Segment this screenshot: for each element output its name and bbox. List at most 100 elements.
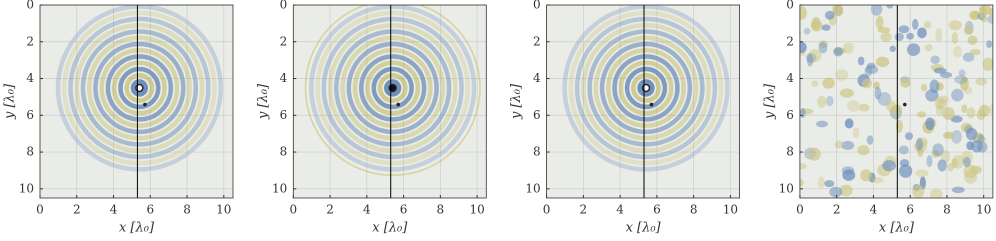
speckle bbox=[870, 5, 883, 16]
x-tick-label: 2 bbox=[580, 203, 588, 217]
speckle bbox=[799, 108, 806, 119]
speckle bbox=[857, 144, 870, 156]
y-tick-label: 0 bbox=[280, 0, 288, 12]
speckle bbox=[818, 42, 828, 54]
speckle bbox=[835, 69, 849, 81]
ring bbox=[599, 41, 693, 135]
x-axis-label: x [λ₀] bbox=[879, 221, 915, 236]
speckle bbox=[937, 159, 947, 172]
ring bbox=[99, 48, 180, 128]
ring bbox=[384, 79, 402, 97]
ring bbox=[371, 66, 414, 110]
x-tick-label: 8 bbox=[943, 203, 951, 217]
speckle bbox=[960, 76, 969, 91]
speckle bbox=[988, 104, 993, 115]
ring bbox=[631, 73, 661, 103]
speckle bbox=[987, 15, 993, 24]
speckle bbox=[816, 95, 827, 108]
speckle bbox=[846, 100, 860, 112]
scatterer bbox=[903, 102, 907, 107]
axes-frame bbox=[292, 4, 487, 199]
y-axis-label: y [λ₀] bbox=[509, 83, 524, 120]
speckle bbox=[839, 184, 853, 197]
ring bbox=[377, 73, 408, 103]
speckle bbox=[982, 57, 993, 72]
speckle bbox=[924, 44, 933, 52]
speckle bbox=[889, 45, 896, 52]
ring bbox=[315, 10, 471, 166]
x-axis-label: x [λ₀] bbox=[372, 221, 408, 236]
x-tick-label: 0 bbox=[289, 203, 297, 217]
speckle bbox=[915, 169, 929, 178]
speckle bbox=[857, 56, 865, 66]
x-tick-label: 4 bbox=[363, 203, 371, 217]
x-tick-label: 0 bbox=[543, 203, 551, 217]
ring bbox=[624, 66, 668, 110]
speckle bbox=[931, 149, 940, 158]
ring bbox=[68, 16, 211, 160]
speckle bbox=[940, 71, 953, 79]
x-tick-label: 4 bbox=[616, 203, 624, 217]
speckle bbox=[951, 158, 958, 169]
speckle bbox=[906, 32, 914, 40]
x-tick-label: 2 bbox=[326, 203, 334, 217]
speckle bbox=[923, 20, 932, 29]
speckle bbox=[822, 77, 835, 89]
speckle bbox=[951, 186, 965, 194]
speckle bbox=[877, 26, 891, 34]
x-tick-label: 6 bbox=[653, 203, 661, 217]
scatterer bbox=[396, 102, 401, 107]
y-tick-label: 2 bbox=[533, 34, 541, 48]
speckle bbox=[932, 143, 944, 157]
speckle bbox=[873, 81, 880, 90]
ring bbox=[637, 79, 655, 97]
y-tick-label: 10 bbox=[779, 181, 794, 195]
halo bbox=[304, 5, 481, 177]
y-tick-label: 10 bbox=[19, 181, 34, 195]
y-tick-label: 6 bbox=[280, 108, 288, 122]
speckle bbox=[951, 32, 959, 44]
y-tick-label: 8 bbox=[26, 145, 34, 159]
y-axis-label: y [λ₀] bbox=[762, 83, 777, 120]
scatterer bbox=[649, 102, 654, 107]
y-tick-label: 10 bbox=[525, 181, 540, 195]
y-tick-label: 4 bbox=[280, 71, 288, 85]
x-tick-label: 4 bbox=[870, 203, 878, 217]
speckle bbox=[950, 115, 963, 123]
speckle bbox=[807, 49, 822, 63]
field-image bbox=[293, 5, 487, 198]
x-tick-label: 0 bbox=[36, 203, 44, 217]
speckle bbox=[824, 10, 835, 20]
ring bbox=[111, 60, 167, 116]
y-tick-label: 8 bbox=[533, 145, 541, 159]
x-tick-label: 2 bbox=[833, 203, 841, 217]
ring bbox=[352, 48, 433, 128]
speckle bbox=[975, 77, 988, 86]
speckle bbox=[842, 42, 854, 54]
speckle bbox=[963, 86, 973, 95]
ring bbox=[74, 23, 205, 153]
ring bbox=[365, 60, 421, 116]
speckle bbox=[963, 156, 971, 168]
speckle bbox=[986, 40, 993, 49]
speckle bbox=[920, 83, 928, 92]
speckle bbox=[969, 165, 982, 175]
speckle bbox=[965, 127, 978, 141]
axes-frame bbox=[546, 4, 740, 199]
x-tick-label: 2 bbox=[73, 203, 81, 217]
ring bbox=[327, 23, 458, 153]
speckle bbox=[933, 67, 947, 74]
y-tick-label: 2 bbox=[280, 34, 288, 48]
speckle bbox=[966, 107, 976, 119]
speckle bbox=[805, 52, 817, 63]
speckle bbox=[925, 117, 935, 131]
speckle bbox=[980, 6, 988, 19]
x-axis-label: x [λ₀] bbox=[119, 221, 155, 236]
ring bbox=[105, 54, 174, 122]
ring bbox=[612, 54, 680, 122]
x-tick-label: 10 bbox=[976, 203, 991, 217]
